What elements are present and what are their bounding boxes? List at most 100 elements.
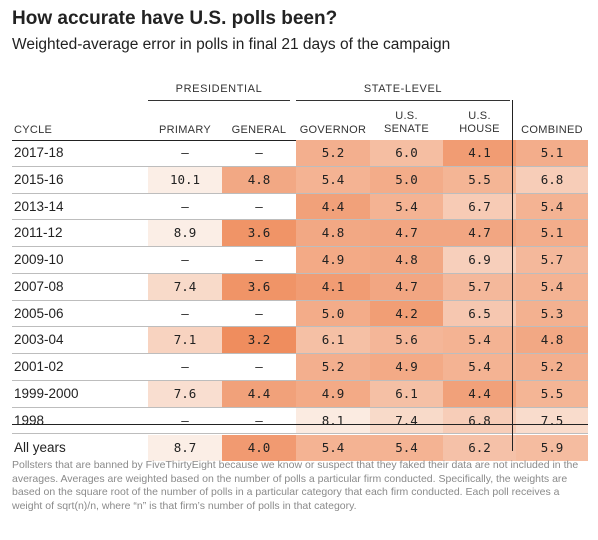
cell-senate: 6.1 — [370, 380, 443, 407]
cell-primary: 10.1 — [148, 166, 222, 193]
table-row: 1999-2000 7.6 4.4 4.9 6.1 4.4 5.5 — [12, 380, 588, 408]
cell-primary: — — [181, 359, 189, 374]
cell-house: 5.4 — [443, 354, 516, 380]
cycle-label: 2013-14 — [14, 198, 64, 214]
cell-primary: 7.4 — [148, 273, 222, 300]
cell-senate: 5.4 — [370, 435, 443, 461]
cycle-label: 2005-06 — [14, 305, 64, 321]
cycle-label: 1998 — [14, 412, 45, 428]
cell-senate: 4.8 — [370, 247, 443, 273]
cell-general: — — [255, 305, 263, 321]
cell-governor: 5.0 — [296, 300, 370, 327]
column-header-line: PRIMARY — [158, 124, 212, 136]
cell-house: 6.5 — [443, 300, 516, 327]
cycle-label: 2007-08 — [14, 278, 64, 294]
cell-governor: 8.1 — [296, 407, 370, 434]
cycle-label: All years — [14, 440, 66, 456]
cell-combined: 5.3 — [516, 300, 588, 327]
cell-general: 3.6 — [222, 273, 296, 300]
column-header-line: SENATE — [384, 123, 429, 135]
table-row: 1998 — — 8.1 7.4 6.8 7.5 — [12, 407, 588, 435]
group-label-state-level: STATE-LEVEL — [363, 83, 443, 95]
chart-title: How accurate have U.S. polls been? — [12, 8, 338, 29]
table-row: All years 8.7 4.0 5.4 5.4 6.2 5.9 — [12, 435, 588, 462]
cell-combined: 5.2 — [516, 354, 588, 380]
cell-general: — — [255, 252, 263, 267]
cell-combined: 5.4 — [516, 273, 588, 300]
column-header-senate: U.S. SENATE — [370, 110, 443, 136]
group-underline-presidential — [148, 100, 290, 101]
column-header-line: GOVERNOR — [299, 124, 367, 136]
cell-combined: 5.9 — [516, 435, 588, 461]
table-row: 2001-02— —5.2 4.9 5.4 5.2 — [12, 354, 588, 381]
cell-primary: — — [181, 252, 189, 267]
cycle-label: 2017-18 — [14, 145, 64, 160]
column-header-general: GENERAL — [222, 124, 296, 137]
cell-general: — — [255, 198, 263, 214]
cell-governor: 6.1 — [296, 327, 370, 353]
cell-house: 6.9 — [443, 247, 516, 273]
column-header-primary: PRIMARY — [148, 124, 222, 137]
cell-combined: 7.5 — [516, 407, 588, 434]
cell-primary: — — [181, 145, 189, 160]
cell-governor: 5.2 — [296, 140, 370, 166]
column-header-line: U.S. — [468, 110, 491, 122]
table-row: 2009-10 — — 4.9 4.8 6.9 5.7 — [12, 247, 588, 274]
cell-primary: 8.7 — [148, 435, 222, 461]
column-header-line: U.S. — [395, 110, 418, 122]
cell-combined: 4.8 — [516, 327, 588, 353]
cell-house: 4.4 — [443, 380, 516, 407]
cell-house: 6.8 — [443, 407, 516, 434]
cell-combined: 5.5 — [516, 380, 588, 407]
cell-senate: 6.0 — [370, 140, 443, 166]
cell-primary: — — [181, 412, 189, 428]
cell-governor: 4.1 — [296, 273, 370, 300]
cell-general: 3.2 — [222, 327, 296, 353]
cell-house: 5.7 — [443, 273, 516, 300]
cell-combined: 6.8 — [516, 166, 588, 193]
footnote: Pollsters that are banned by FiveThirtyE… — [12, 459, 579, 512]
cell-combined: 5.4 — [516, 193, 588, 220]
group-label-presidential: PRESIDENTIAL — [175, 83, 263, 95]
column-header-house: U.S. HOUSE — [443, 110, 516, 136]
group-underline-state-level — [296, 100, 510, 101]
cell-general: 3.6 — [222, 220, 296, 246]
cell-primary: 8.9 — [148, 220, 222, 246]
all-years-rule — [12, 424, 588, 425]
table-row: 2011-12 8.9 3.6 4.8 4.7 4.7 5.1 — [12, 220, 588, 247]
cell-house: 5.5 — [443, 166, 516, 193]
cycle-label: 1999-2000 — [14, 385, 79, 401]
column-header-line: COMBINED — [521, 124, 583, 136]
cell-governor: 4.4 — [296, 193, 370, 220]
column-header-line: CYCLE — [14, 124, 53, 136]
table-row: 2015-16 10.1 4.8 5.4 5.0 5.5 6.8 — [12, 166, 588, 194]
table-row: 2003-04 7.1 3.2 6.1 5.6 5.4 4.8 — [12, 327, 588, 354]
cell-governor: 4.9 — [296, 247, 370, 273]
cell-combined: 5.1 — [516, 220, 588, 246]
column-header-line: GENERAL — [231, 124, 287, 136]
cell-house: 4.1 — [443, 140, 516, 166]
cell-governor: 5.4 — [296, 166, 370, 193]
cycle-label: 2009-10 — [14, 252, 64, 267]
cycle-label: 2011-12 — [14, 225, 63, 241]
column-header-governor: GOVERNOR — [296, 124, 370, 137]
table-row: 2017-18 — — 5.2 6.0 4.1 5.1 — [12, 140, 588, 167]
combined-divider — [512, 100, 513, 451]
cell-senate: 4.7 — [370, 273, 443, 300]
cell-house: 4.7 — [443, 220, 516, 246]
chart-subtitle: Weighted-average error in polls in final… — [12, 36, 451, 53]
cell-senate: 4.7 — [370, 220, 443, 246]
table-row: 2007-08 7.4 3.6 4.1 4.7 5.7 5.4 — [12, 273, 588, 301]
cell-general: — — [255, 412, 263, 428]
column-header-line: HOUSE — [459, 123, 500, 135]
cell-senate: 4.9 — [370, 354, 443, 380]
cell-primary: — — [181, 305, 189, 321]
cell-senate: 5.0 — [370, 166, 443, 193]
cell-house: 6.7 — [443, 193, 516, 220]
cell-general: — — [255, 359, 263, 374]
column-header-combined: COMBINED — [516, 124, 588, 137]
table-row: 2013-14— —4.4 5.4 6.7 5.4 — [12, 193, 588, 221]
cell-general: — — [255, 145, 263, 160]
cycle-label: 2003-04 — [14, 332, 64, 348]
cell-primary: 7.1 — [148, 327, 222, 353]
